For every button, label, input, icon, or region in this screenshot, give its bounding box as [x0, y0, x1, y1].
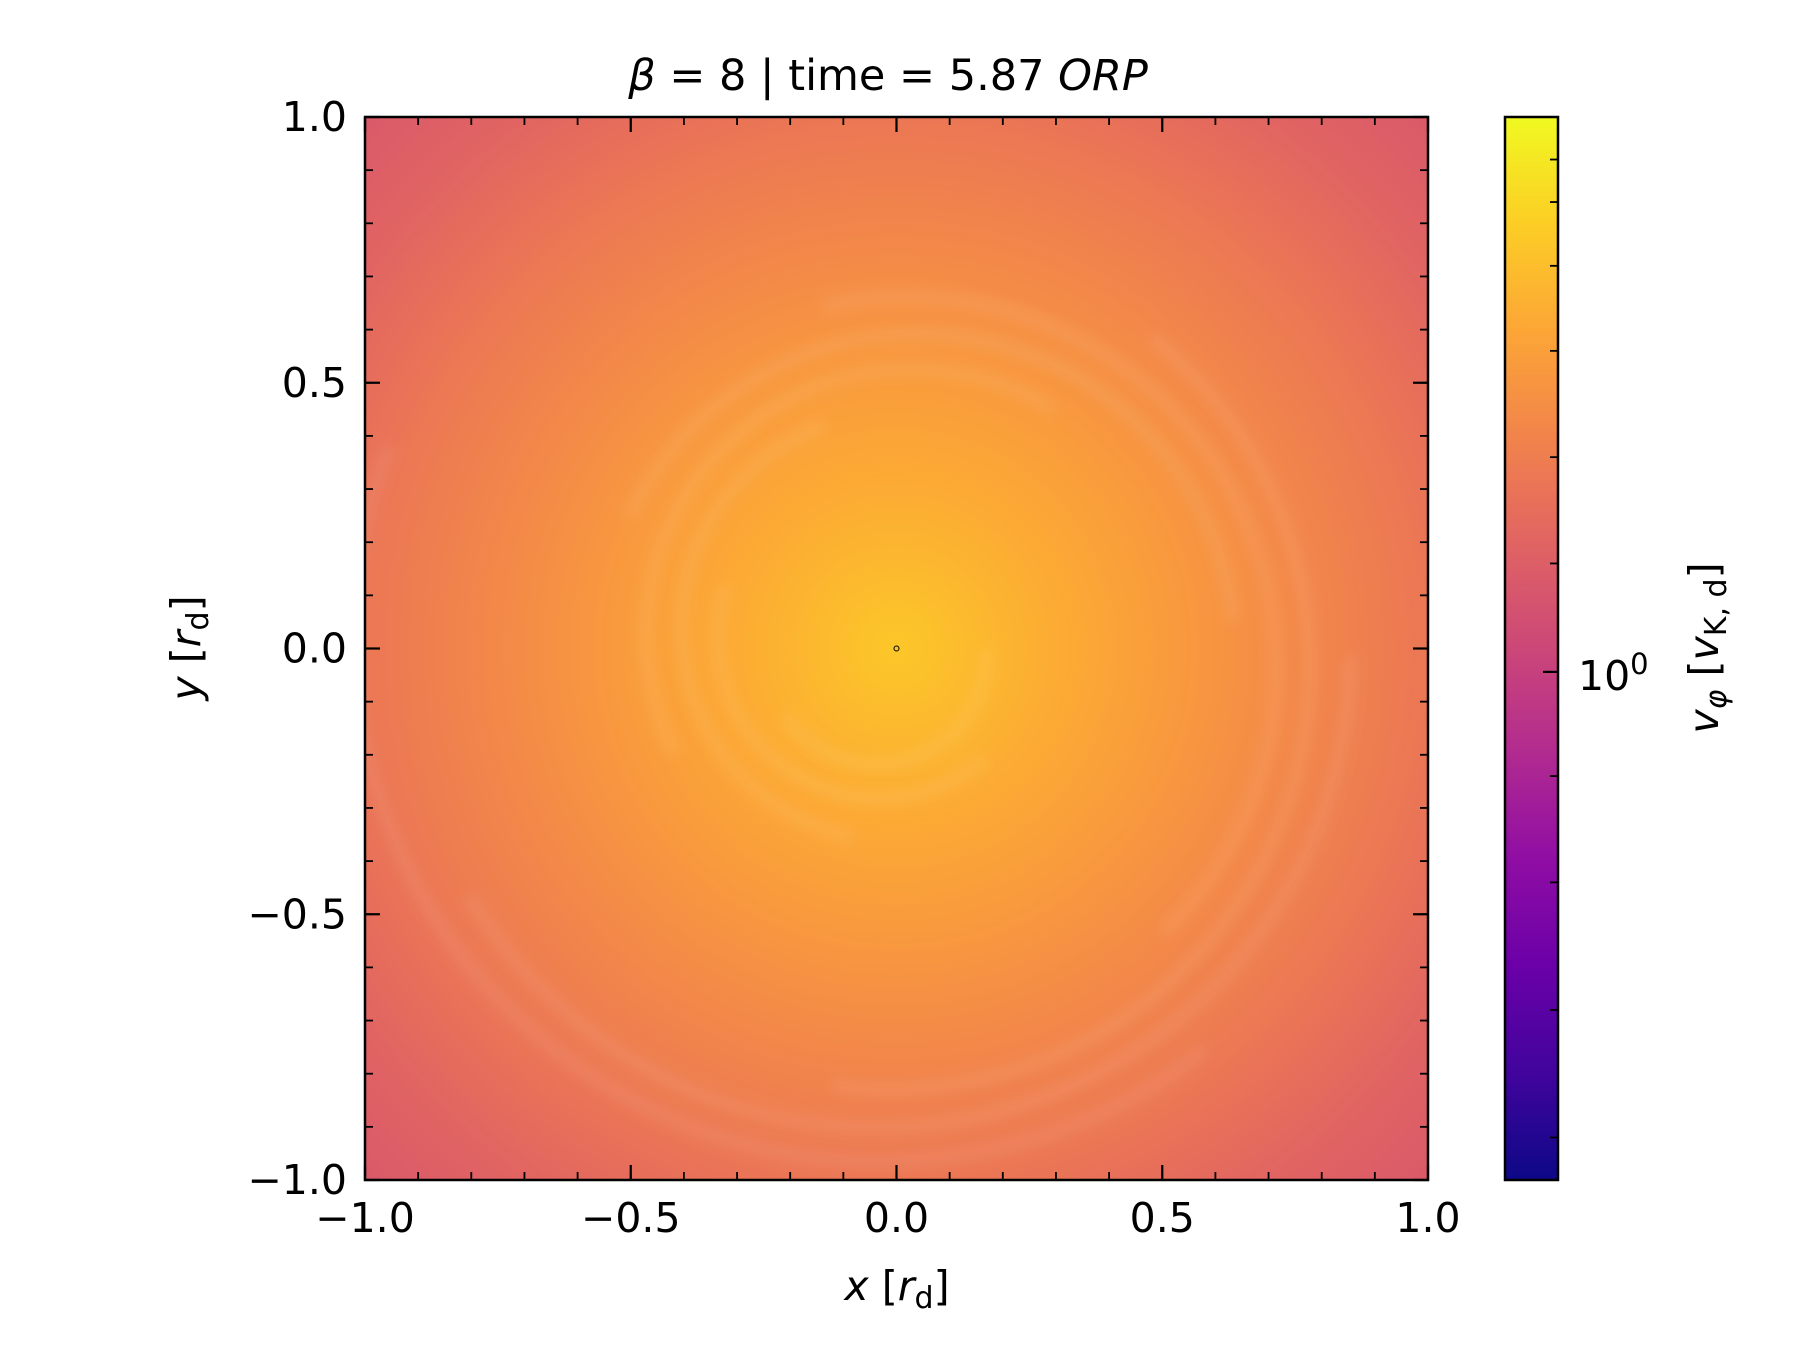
- spiral-arc: [365, 445, 1209, 1170]
- spiral-arc: [710, 582, 990, 806]
- spiral-arc: [639, 361, 1059, 757]
- x-axis-ticks: −1.0 −0.5 0.0 0.5 1.0: [315, 117, 1461, 1242]
- title-main-text: = 8 | time = 5.87: [656, 51, 1058, 101]
- x-tick-label: 1.0: [1395, 1194, 1460, 1242]
- y-axis-ticks: −1.0 −0.5 0.0 0.5 1.0: [247, 93, 1428, 1204]
- spiral-arc: [821, 289, 1284, 938]
- y-axis-label: y [rd]: [162, 595, 216, 702]
- colorbar-gradient: [1505, 117, 1558, 1180]
- y-tick-label: 1.0: [282, 93, 347, 141]
- heatmap-plot-area: −1.0 −0.5 0.0 0.5 1.0 −1.0 −0.5 0.0 0.5 1.0: [247, 93, 1460, 1242]
- title-unit: ORP: [1058, 51, 1148, 101]
- spiral-structure: [365, 289, 1358, 1170]
- y-tick-label: −0.5: [247, 890, 347, 938]
- y-tick-label: −1.0: [247, 1156, 347, 1204]
- title-beta-symbol: β: [627, 51, 655, 101]
- colorbar-label: vφ [vK, d]: [1680, 562, 1734, 733]
- x-axis-label: x [rd]: [842, 1262, 949, 1316]
- colorbar-frame: [1503, 115, 1560, 1182]
- y-tick-label: 0.0: [282, 625, 347, 673]
- y-tick-label: 0.5: [282, 359, 347, 407]
- x-tick-label: 0.5: [1130, 1194, 1195, 1242]
- chart-title: β = 8 | time = 5.87 ORP: [627, 51, 1148, 101]
- spiral-arc: [674, 419, 854, 845]
- spiral-arc: [622, 327, 1241, 622]
- center-point-marker: [893, 645, 900, 652]
- colorbar-ticks: [1543, 158, 1558, 1139]
- x-tick-label: −1.0: [315, 1194, 415, 1242]
- x-tick-label: −0.5: [581, 1194, 681, 1242]
- spiral-arc: [462, 656, 1358, 1135]
- colorbar-tick-label: 100: [1578, 647, 1649, 700]
- x-tick-label: 0.0: [864, 1194, 929, 1242]
- spiral-arc: [831, 332, 1318, 1097]
- spiral-arc: [779, 648, 994, 772]
- colorbar: 100 vφ [vK, d]: [1503, 115, 1734, 1182]
